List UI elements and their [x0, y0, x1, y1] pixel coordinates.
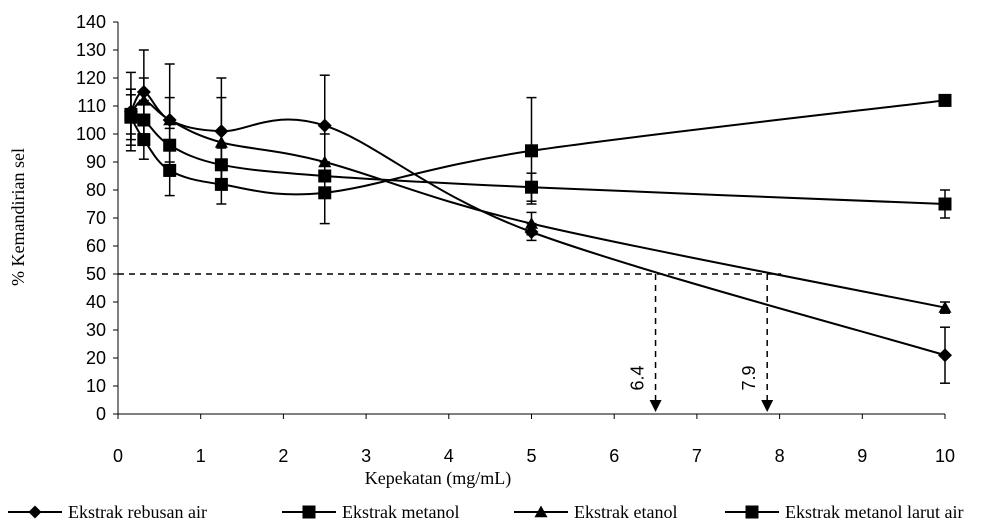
data-point	[137, 93, 151, 106]
series-line	[130, 99, 946, 196]
y-tick-label: 110	[77, 96, 106, 116]
legend-label: Ekstrak etanol	[574, 502, 677, 522]
data-point	[124, 110, 138, 124]
x-tick-label: 10	[935, 446, 955, 466]
y-axis-title: % Kemandirian sel	[8, 148, 28, 286]
data-point	[214, 135, 228, 148]
data-point	[525, 217, 538, 229]
y-tick-label: 120	[76, 68, 106, 88]
x-tick-label: 0	[113, 446, 123, 466]
axes: 0 10 20 30 40 50 60 70 80 90 100 110 120 130 140 0 1 2 3 4 5…	[76, 12, 955, 466]
data-point	[525, 144, 538, 158]
y-tick-label: 70	[86, 208, 106, 228]
x-tick-label: 2	[278, 446, 288, 466]
data-point	[938, 93, 952, 107]
y-tick-label: 30	[86, 320, 106, 340]
legend-marker	[745, 505, 759, 519]
y-tick-label: 130	[76, 40, 106, 60]
legend-label: Ekstrak metanol	[342, 502, 459, 522]
x-tick-label: 1	[196, 446, 206, 466]
data-point	[318, 186, 332, 200]
arrow-head	[649, 400, 662, 412]
series-layer	[123, 49, 952, 384]
y-tick-label: 50	[86, 264, 106, 284]
series-1	[123, 49, 952, 384]
y-tick-label: 90	[86, 152, 106, 172]
data-point	[938, 301, 952, 313]
series-line	[130, 113, 946, 205]
x-tick-label: 9	[857, 446, 867, 466]
y-tick-label: 20	[86, 348, 106, 368]
legend-label: Ekstrak metanol larut air	[785, 502, 963, 522]
x-tick-label: 3	[361, 446, 371, 466]
y-tick-label: 10	[86, 376, 106, 396]
data-point	[163, 113, 177, 126]
legend-marker	[534, 505, 548, 518]
data-point	[137, 133, 151, 147]
y-tick-label: 60	[86, 236, 106, 256]
series-4	[124, 88, 952, 225]
ic50-label: 6.4	[628, 365, 648, 390]
legend: Ekstrak rebusan air Ekstrak metanol Ekstra…	[8, 502, 963, 522]
series-line	[130, 99, 946, 309]
y-tick-label: 100	[76, 124, 106, 144]
x-tick-label: 6	[609, 446, 619, 466]
x-tick-label: 7	[692, 446, 702, 466]
y-tick-label: 140	[76, 12, 106, 32]
data-point	[163, 163, 177, 177]
data-point	[317, 118, 332, 133]
y-tick-label: 0	[96, 404, 106, 424]
data-point	[938, 197, 952, 211]
y-tick-label: 40	[86, 292, 106, 312]
annotation-layer: 6.4 7.9	[628, 274, 774, 412]
x-tick-label: 4	[444, 446, 454, 466]
y-tick-label: 80	[86, 180, 106, 200]
legend-marker	[302, 505, 316, 519]
legend-label: Ekstrak rebusan air	[68, 502, 207, 522]
ic50-label: 7.9	[739, 365, 759, 390]
data-point	[938, 348, 952, 363]
legend-marker	[28, 505, 42, 519]
data-point	[214, 177, 228, 191]
x-tick-label: 5	[526, 446, 536, 466]
arrow-head	[761, 400, 774, 412]
series-line	[130, 91, 946, 357]
x-tick-label: 8	[775, 446, 785, 466]
x-axis-title: Kepekatan (mg/mL)	[365, 468, 511, 489]
